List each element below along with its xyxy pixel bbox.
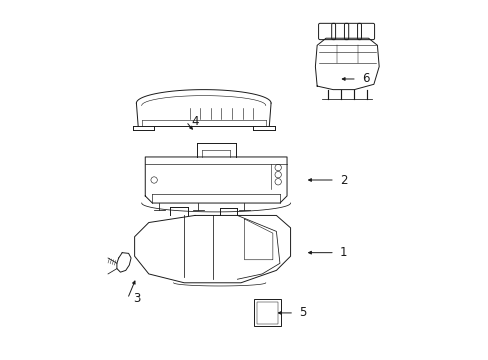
Text: 6: 6 (361, 72, 369, 85)
Text: 1: 1 (339, 246, 347, 259)
Text: 3: 3 (132, 292, 140, 305)
Bar (256, 302, 278, 324)
Text: 5: 5 (299, 306, 306, 319)
Text: 2: 2 (339, 174, 347, 186)
Text: 4: 4 (191, 115, 198, 128)
Bar (254, 300, 281, 327)
